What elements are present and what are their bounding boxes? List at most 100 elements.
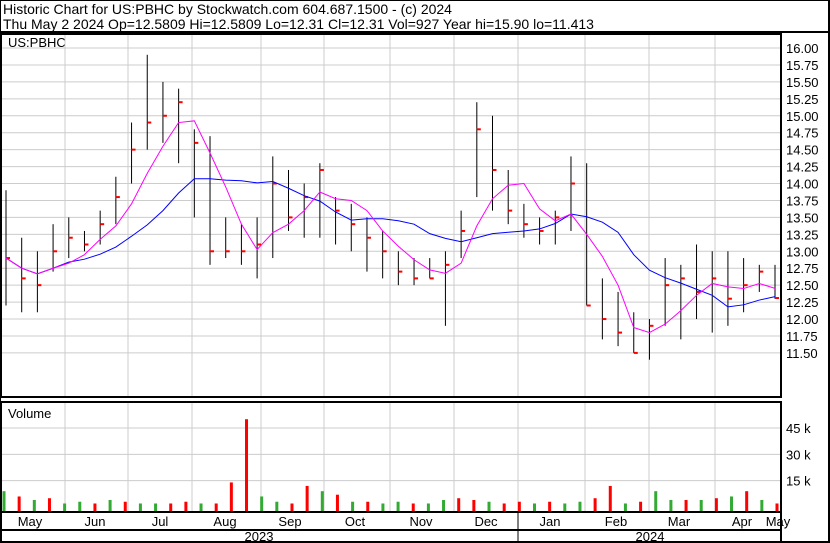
month-label: Aug (213, 514, 236, 529)
symbol-label: US:PBHC (8, 35, 66, 50)
chart-title: Historic Chart for US:PBHC by Stockwatch… (3, 1, 452, 17)
price-panel-frame (0, 33, 782, 398)
volume-bar (351, 501, 355, 511)
volume-bar (229, 482, 233, 511)
month-label: Jun (85, 514, 106, 529)
month-label: Jul (152, 514, 169, 529)
volume-bar (593, 498, 597, 511)
volume-bar (457, 498, 461, 511)
y-tick-label: 15.00 (786, 109, 819, 124)
month-label: Dec (474, 514, 498, 529)
volume-bar (396, 501, 400, 511)
month-label: Oct (345, 514, 366, 529)
volume-bar (305, 485, 309, 511)
y-tick-label: 13.00 (786, 244, 819, 259)
volume-bar (214, 503, 218, 511)
volume-bar (169, 503, 173, 511)
volume-bar (699, 499, 703, 511)
volume-bar (745, 491, 749, 511)
volume-bar (639, 501, 643, 511)
y-tick-label: 12.00 (786, 312, 819, 327)
volume-bar (426, 503, 430, 511)
volume-bar (78, 501, 82, 511)
volume-bar (320, 491, 324, 511)
volume-bar (578, 501, 582, 511)
y-tick-label: 14.75 (786, 126, 819, 141)
volume-bar (517, 501, 521, 511)
y-tick-label: 16.00 (786, 41, 819, 56)
quote-line: Thu May 2 2024 Op=12.5809 Hi=12.5809 Lo=… (3, 16, 594, 32)
volume-bar (154, 503, 158, 511)
volume-bar (563, 503, 567, 511)
moving-average-line (5, 178, 776, 308)
volume-bar (275, 501, 279, 511)
y-tick-label: 14.25 (786, 160, 819, 175)
volume-bar (532, 503, 536, 511)
y-tick-label: 12.25 (786, 295, 819, 310)
volume-bar (714, 498, 718, 511)
volume-bar (366, 501, 370, 511)
volume-bar (381, 503, 385, 511)
y-tick-label: 11.75 (786, 329, 818, 344)
volume-bar (93, 503, 97, 511)
y-tick-label: 12.50 (786, 278, 819, 293)
volume-bar (502, 503, 506, 511)
volume-bar (2, 491, 6, 511)
volume-tick-label: 45 k (786, 421, 811, 436)
month-label: Nov (409, 514, 433, 529)
y-tick-label: 13.25 (786, 227, 819, 242)
year-label: 2023 (245, 529, 274, 543)
volume-bar (123, 501, 127, 511)
volume-bar (775, 503, 779, 511)
volume-bar (608, 485, 612, 511)
month-label: May (766, 514, 791, 529)
volume-bar (47, 498, 51, 511)
volume-bar (684, 499, 688, 511)
volume-bar (108, 499, 112, 511)
y-tick-label: 14.00 (786, 177, 819, 192)
y-tick-label: 11.50 (786, 346, 818, 361)
volume-bar (669, 499, 673, 511)
volume-bar (487, 501, 491, 511)
y-tick-label: 15.50 (786, 75, 819, 90)
volume-bar (730, 496, 734, 511)
volume-label: Volume (8, 406, 51, 421)
volume-bar (184, 501, 188, 511)
volume-tick-label: 30 k (786, 447, 811, 462)
volume-bar (623, 503, 627, 511)
y-tick-label: 14.50 (786, 143, 819, 158)
volume-bar (260, 496, 264, 511)
volume-bar (411, 503, 415, 511)
volume-bar (290, 503, 294, 511)
month-label: Feb (605, 514, 627, 529)
volume-bar (63, 503, 67, 511)
month-label: Apr (732, 514, 753, 529)
month-label: Mar (668, 514, 691, 529)
y-tick-label: 13.50 (786, 210, 819, 225)
volume-tick-label: 15 k (786, 474, 811, 489)
volume-bar (442, 499, 446, 511)
volume-bar (760, 499, 764, 511)
volume-bar (138, 503, 142, 511)
month-label: Jan (540, 514, 561, 529)
volume-bar (32, 499, 36, 511)
month-label: Sep (278, 514, 301, 529)
y-tick-label: 12.75 (786, 261, 819, 276)
y-tick-label: 13.75 (786, 193, 819, 208)
y-tick-label: 15.75 (786, 58, 819, 73)
volume-bar (245, 419, 249, 511)
y-tick-label: 15.25 (786, 92, 819, 107)
volume-bar (548, 501, 552, 511)
year-label: 2024 (636, 529, 665, 543)
month-axis (0, 511, 782, 531)
volume-bar (199, 503, 203, 511)
month-label: May (18, 514, 43, 529)
volume-bar (654, 491, 658, 511)
volume-bar (472, 499, 476, 511)
moving-average-line (5, 120, 776, 334)
volume-bar (335, 494, 339, 511)
volume-bar (17, 496, 21, 511)
